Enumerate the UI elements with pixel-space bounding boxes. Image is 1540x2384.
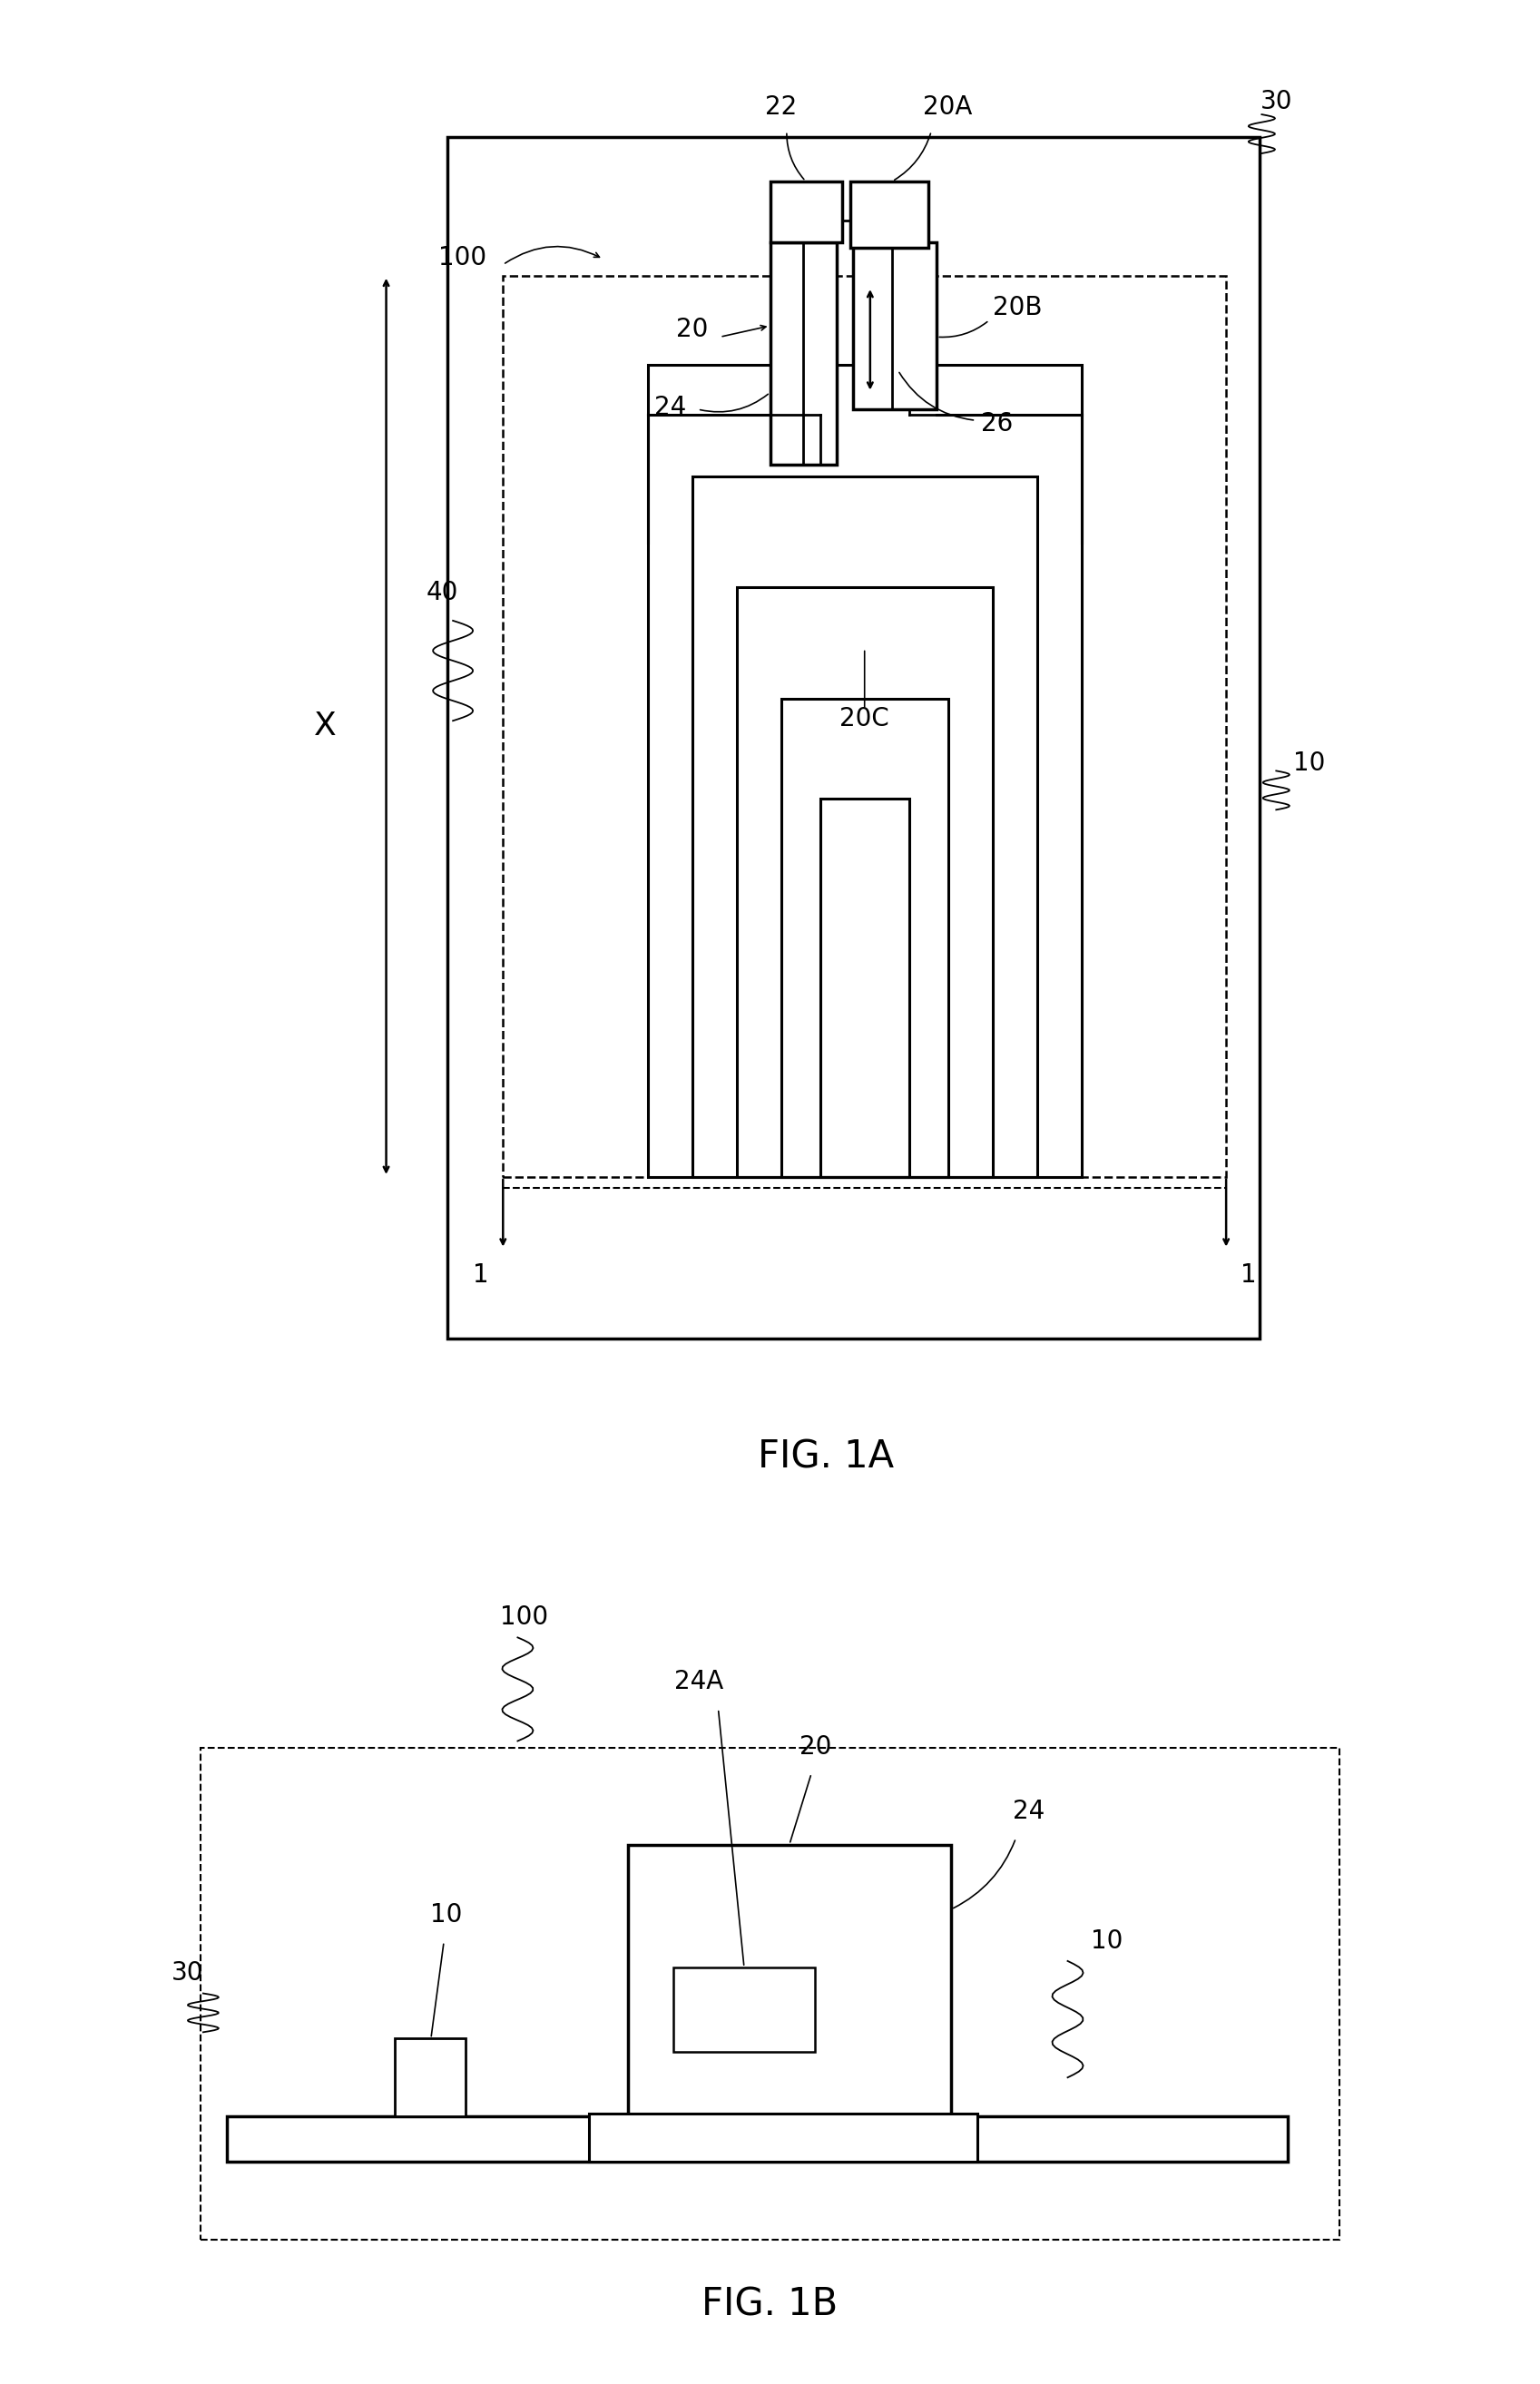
Bar <box>226 2117 1287 2162</box>
Text: 20: 20 <box>676 317 708 343</box>
Bar <box>448 136 1260 1337</box>
Text: 30: 30 <box>1260 88 1292 114</box>
Text: 24A: 24A <box>675 1669 724 1695</box>
Text: 10: 10 <box>1090 1929 1123 1952</box>
Bar <box>588 2115 976 2162</box>
Text: 24: 24 <box>654 396 685 420</box>
Text: 40: 40 <box>425 579 457 606</box>
Text: 24: 24 <box>1013 1798 1044 1824</box>
Text: 1: 1 <box>1240 1264 1257 1287</box>
Bar <box>770 181 842 243</box>
Bar <box>691 477 1036 1178</box>
Text: 100: 100 <box>437 246 487 269</box>
Bar <box>673 1967 815 2053</box>
Text: 20: 20 <box>799 1733 832 1759</box>
Text: 20A: 20A <box>924 95 973 119</box>
Text: X: X <box>314 710 336 741</box>
Text: 10: 10 <box>1294 751 1326 777</box>
Bar <box>736 586 992 1178</box>
Text: 10: 10 <box>430 1902 462 1929</box>
Text: 20C: 20C <box>839 706 890 732</box>
Text: 26: 26 <box>981 412 1013 436</box>
Text: 20B: 20B <box>992 296 1043 319</box>
Text: FIG. 1B: FIG. 1B <box>702 2286 838 2324</box>
Bar <box>394 2038 467 2117</box>
Text: 22: 22 <box>765 95 798 119</box>
Bar <box>648 365 1081 1178</box>
Bar <box>853 243 936 410</box>
Text: 1: 1 <box>473 1264 488 1287</box>
Text: FIG. 1A: FIG. 1A <box>758 1438 893 1476</box>
Bar <box>770 243 836 465</box>
Bar <box>200 1747 1340 2239</box>
Bar <box>821 799 909 1178</box>
Bar <box>504 277 1226 1178</box>
Text: 30: 30 <box>171 1960 203 1986</box>
Bar <box>628 1845 952 2117</box>
Text: 100: 100 <box>500 1604 548 1631</box>
Bar <box>850 181 929 248</box>
Bar <box>781 699 949 1178</box>
